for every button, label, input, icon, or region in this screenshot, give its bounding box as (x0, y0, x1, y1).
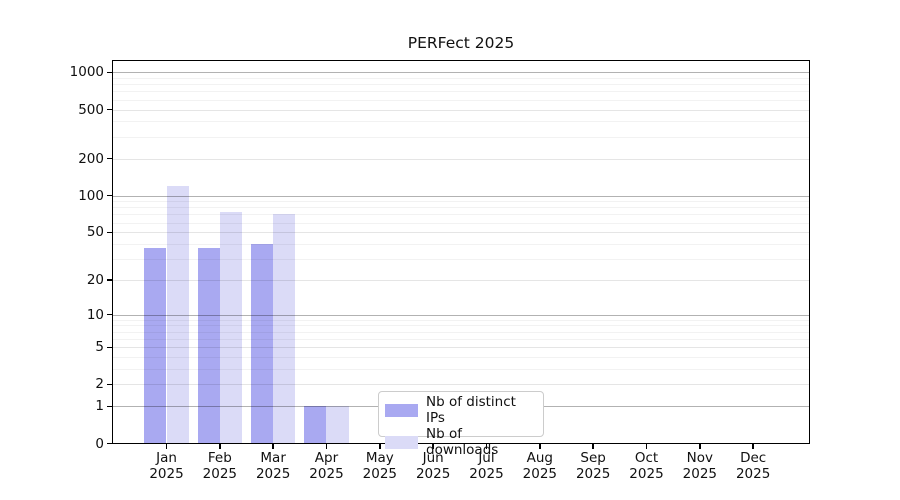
y-tick-mark (107, 383, 112, 386)
gridline-minor (112, 121, 810, 123)
x-tick-label: Jun 2025 (415, 450, 451, 482)
x-tick-mark (699, 444, 701, 449)
gridline (112, 314, 810, 316)
y-tick-label: 10 (86, 306, 104, 323)
x-tick-mark (592, 444, 594, 449)
x-tick-label: Feb 2025 (202, 450, 237, 482)
legend-swatch-distinct-ips-icon (385, 403, 418, 417)
y-tick-label: 5 (95, 339, 104, 356)
bar-downloads-3 (326, 406, 349, 444)
gridline-minor (112, 78, 810, 79)
legend-swatch-downloads-icon (385, 435, 418, 449)
gridline-minor (112, 357, 810, 359)
y-tick-mark (107, 108, 112, 111)
y-tick-mark (107, 231, 112, 233)
x-tick-mark (485, 444, 488, 449)
bar-distinct-ips-1 (197, 248, 220, 444)
x-tick-label: Mar 2025 (255, 450, 291, 482)
x-tick-label: Apr 2025 (309, 450, 344, 482)
gridline-minor (112, 84, 810, 86)
x-tick-mark (539, 444, 541, 449)
legend-label-downloads: Nb of downloads (426, 426, 499, 458)
x-tick-mark (219, 444, 221, 449)
gridline-minor (112, 136, 810, 138)
chart-title: PERFect 2025 (407, 34, 515, 52)
x-tick-label: May 2025 (362, 450, 397, 482)
bar-downloads-1 (219, 211, 243, 444)
gridline-minor (112, 325, 810, 327)
x-tick-mark (272, 444, 274, 449)
y-tick-mark (107, 194, 112, 197)
y-tick-label: 1 (95, 398, 104, 415)
plot-area (112, 60, 810, 444)
x-tick-label: Jul 2025 (469, 450, 504, 482)
gridline (112, 347, 810, 349)
y-tick-mark (107, 71, 112, 74)
gridline (112, 232, 810, 234)
x-tick-mark (165, 444, 168, 449)
x-tick-label: Dec 2025 (735, 450, 771, 482)
gridline-minor (112, 331, 810, 333)
gridline (112, 195, 810, 197)
y-tick-label: 200 (78, 150, 104, 167)
x-tick-mark (325, 444, 328, 449)
gridline-minor (112, 91, 810, 93)
x-tick-label: Sep 2025 (575, 450, 611, 482)
gridline (112, 109, 810, 111)
gridline-minor (112, 243, 810, 245)
legend-label-distinct-ips: Nb of distinct IPs (426, 394, 516, 426)
bar-distinct-ips-2 (250, 243, 274, 444)
y-tick-label: 0 (95, 435, 104, 452)
y-tick-label: 20 (86, 271, 104, 288)
x-tick-mark (432, 444, 434, 449)
gridline-minor (112, 99, 810, 101)
x-tick-label: Oct 2025 (629, 450, 664, 482)
y-tick-mark (107, 279, 112, 281)
y-tick-label: 50 (86, 224, 104, 241)
bar-downloads-2 (273, 213, 296, 444)
y-tick-mark (107, 346, 112, 348)
gridline-minor (112, 259, 810, 261)
x-tick-mark (379, 444, 381, 449)
bar-distinct-ips-3 (304, 406, 327, 444)
legend: Nb of distinct IPs Nb of downloads (378, 391, 544, 458)
bar-distinct-ips-0 (144, 248, 167, 444)
gridline-minor (112, 222, 810, 224)
y-tick-mark (107, 313, 112, 316)
x-tick-label: Jan 2025 (149, 450, 184, 482)
legend-item-distinct-ips: Nb of distinct IPs (385, 394, 535, 426)
gridline (112, 279, 810, 281)
gridline (112, 72, 810, 74)
x-tick-label: Aug 2025 (522, 450, 557, 482)
gridline-minor (112, 338, 810, 340)
gridline-minor (112, 201, 810, 203)
x-tick-label: Nov 2025 (682, 450, 717, 482)
gridline-minor (112, 214, 810, 216)
y-tick-mark (107, 157, 112, 160)
y-tick-label: 500 (78, 101, 104, 118)
gridline (112, 384, 810, 386)
y-tick-mark (107, 405, 112, 407)
bar-downloads-0 (166, 185, 189, 444)
y-tick-mark (107, 442, 112, 445)
y-tick-label: 1000 (69, 64, 104, 81)
x-tick-mark (752, 444, 754, 449)
gridline (112, 158, 810, 160)
gridline-minor (112, 319, 810, 321)
legend-item-downloads: Nb of downloads (385, 426, 535, 458)
gridline-minor (112, 207, 810, 209)
y-tick-label: 2 (95, 376, 104, 393)
x-tick-mark (645, 444, 648, 449)
gridline-minor (112, 369, 810, 371)
y-tick-label: 100 (78, 187, 104, 204)
